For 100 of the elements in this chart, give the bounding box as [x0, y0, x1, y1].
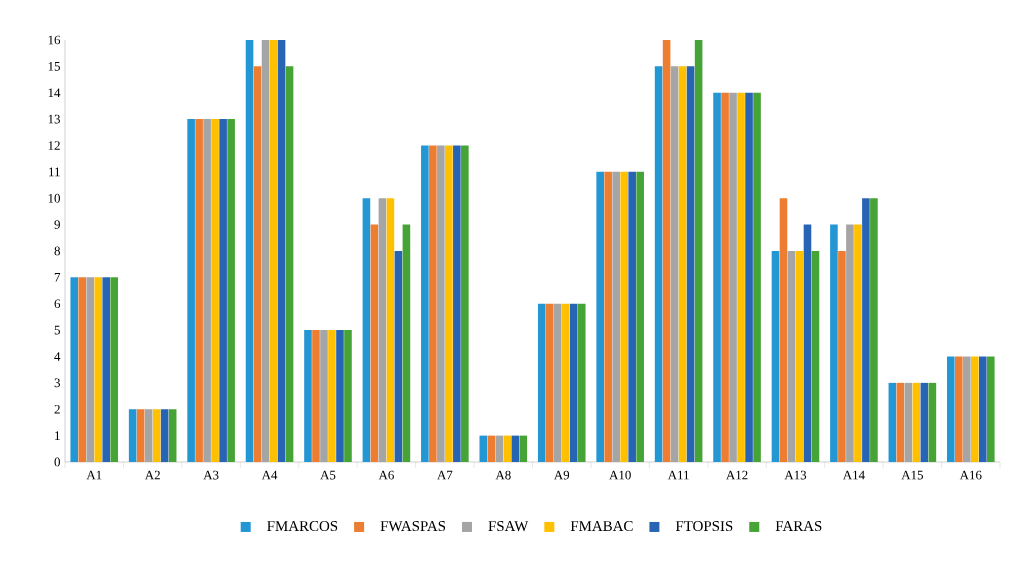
bar [421, 145, 429, 462]
x-tick-label: A4 [261, 470, 278, 480]
bar [620, 171, 628, 462]
bar [253, 66, 262, 462]
bar [429, 145, 437, 462]
y-tick-label: 10 [48, 193, 60, 203]
x-tick-label: A14 [842, 470, 865, 480]
bar [261, 39, 270, 462]
x-tick-label: A16 [959, 470, 982, 480]
bar [86, 277, 95, 462]
bar [503, 435, 512, 462]
x-tick-label: A7 [437, 470, 453, 480]
y-tick-label: 3 [54, 378, 60, 388]
bar [920, 382, 929, 462]
bar [978, 356, 987, 462]
bar [962, 356, 971, 462]
bar [336, 330, 344, 462]
bar [854, 224, 862, 462]
legend-label: FWASPAS [380, 521, 446, 532]
bar [970, 356, 979, 462]
bar [729, 92, 737, 462]
bar [779, 198, 788, 462]
bar [445, 145, 453, 462]
bar [686, 66, 695, 462]
x-tick-label: A13 [784, 470, 807, 480]
bar [487, 435, 496, 462]
bar [569, 303, 578, 462]
bar [160, 409, 169, 462]
bar [94, 277, 103, 462]
bar [110, 277, 119, 462]
bar [519, 435, 528, 462]
bar [304, 330, 312, 462]
bar [168, 409, 177, 462]
y-tick-label: 15 [48, 62, 60, 71]
bar [694, 39, 703, 462]
bar [846, 224, 854, 462]
bar [838, 250, 846, 462]
bar [896, 382, 905, 462]
bar [678, 66, 687, 462]
bar [219, 119, 227, 462]
bar [596, 171, 604, 462]
x-tick-label: A12 [726, 470, 748, 480]
bar [277, 39, 286, 462]
y-tick-label: 0 [54, 457, 60, 467]
bar [203, 119, 211, 462]
bar [830, 224, 838, 462]
y-tick-label: 13 [48, 114, 60, 124]
bar [795, 250, 804, 462]
bar [713, 92, 721, 462]
bar [803, 224, 812, 462]
y-tick-label: 6 [54, 299, 61, 309]
bar [654, 66, 663, 462]
bar [378, 198, 387, 462]
y-tick-label: 4 [54, 352, 61, 361]
bar [479, 435, 488, 462]
bar [662, 39, 671, 462]
bar [211, 119, 219, 462]
bar [370, 224, 379, 462]
legend-label: FSAW [488, 521, 529, 532]
bar [870, 198, 878, 462]
y-tick-label: 7 [54, 273, 61, 282]
bar [787, 250, 796, 462]
bar [386, 198, 395, 462]
x-tick-label: A15 [901, 470, 923, 480]
x-tick-label: A11 [667, 470, 689, 480]
bar [245, 39, 254, 462]
bar [537, 303, 546, 462]
bar [745, 92, 753, 462]
bar [670, 66, 679, 462]
y-tick-label: 8 [54, 246, 60, 256]
x-tick-label: A3 [203, 470, 219, 480]
y-tick-label: 1 [55, 431, 60, 440]
bar [946, 356, 955, 462]
bar [904, 382, 913, 462]
x-tick-label: A1 [86, 470, 102, 480]
bar [612, 171, 620, 462]
y-tick-label: 5 [54, 325, 60, 335]
bar [128, 409, 137, 462]
bar [604, 171, 612, 462]
bar [461, 145, 469, 462]
bar [636, 171, 644, 462]
bar [402, 224, 411, 462]
bar [561, 303, 570, 462]
bar [70, 277, 79, 462]
y-tick-label: 11 [49, 167, 60, 177]
bar [195, 119, 203, 462]
bar [144, 409, 153, 462]
x-tick-label: A9 [553, 470, 570, 480]
legend-label: FMARCOS [267, 521, 338, 532]
bar [312, 330, 320, 462]
y-tick-label: 9 [54, 220, 60, 229]
x-tick-label: A5 [320, 470, 336, 480]
bar [753, 92, 761, 462]
bar [628, 171, 636, 462]
y-tick-label: 16 [48, 35, 61, 45]
bar [954, 356, 963, 462]
bar [344, 330, 352, 462]
bar [269, 39, 278, 462]
bar [78, 277, 87, 462]
bar [545, 303, 554, 462]
